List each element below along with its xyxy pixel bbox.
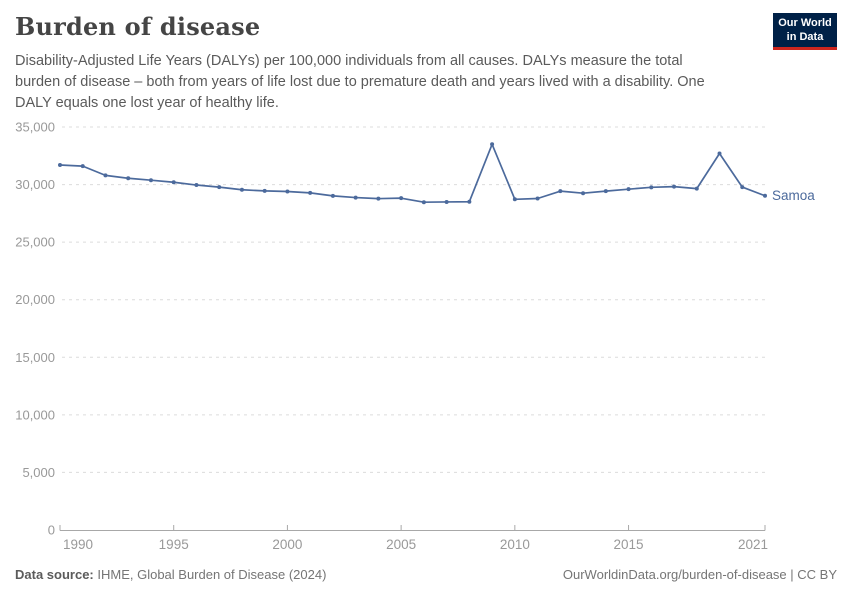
y-axis-label: 30,000 [15,177,55,192]
x-axis-label: 2015 [614,537,644,552]
x-axis-label: 1990 [63,537,93,552]
subtitle-line: burden of disease – both from years of l… [15,73,705,90]
data-source: Data source: IHME, Global Burden of Dise… [15,567,326,582]
footer-links: OurWorldinData.org/burden-of-disease | C… [563,567,837,582]
data-point[interactable] [58,162,62,167]
data-point[interactable] [581,191,586,196]
data-point[interactable] [490,142,495,147]
chart-footer: Data source: IHME, Global Burden of Dise… [15,567,837,582]
subtitle-line: Disability-Adjusted Life Years (DALYs) p… [15,53,683,69]
data-point[interactable] [399,196,404,201]
footer-separator: | [786,567,798,582]
data-point[interactable] [649,185,654,190]
y-axis-label: 20,000 [15,292,55,307]
data-point[interactable] [353,195,358,200]
x-axis-label: 2021 [738,537,768,552]
data-point[interactable] [217,185,222,190]
x-axis-label: 2000 [272,537,302,552]
data-source-value: IHME, Global Burden of Disease (2024) [93,567,327,582]
data-point[interactable] [308,190,313,195]
data-point[interactable] [330,193,335,198]
data-point[interactable] [694,186,699,191]
data-point[interactable] [376,196,381,201]
data-point[interactable] [512,197,517,202]
y-axis-label: 10,000 [15,407,55,422]
owid-logo[interactable]: Our World in Data [773,13,837,50]
data-point[interactable] [535,196,540,201]
x-axis-label: 2010 [500,537,530,552]
data-point[interactable] [285,189,290,194]
owid-logo-line1: Our World [778,17,832,29]
x-axis-label: 2005 [386,537,416,552]
data-point[interactable] [80,164,85,169]
chart-subtitle: Disability-Adjusted Life Years (DALYs) p… [15,51,755,114]
data-source-label: Data source: [15,567,94,582]
data-point[interactable] [558,189,563,194]
data-point[interactable] [194,183,199,188]
data-point[interactable] [421,200,426,205]
data-point[interactable] [626,187,631,192]
data-point[interactable] [239,187,244,192]
y-axis-label: 25,000 [15,235,55,250]
series-label-samoa[interactable]: Samoa [772,188,815,203]
data-point[interactable] [763,193,767,198]
y-axis-label: 15,000 [15,350,55,365]
data-point[interactable] [444,199,449,204]
data-point[interactable] [672,184,677,189]
footer-url[interactable]: OurWorldinData.org/burden-of-disease [562,567,787,582]
data-point[interactable] [603,189,608,194]
x-axis-label: 1995 [159,537,189,552]
page-title: Burden of disease [15,12,261,41]
data-point[interactable] [740,185,745,190]
data-point[interactable] [171,180,176,185]
y-axis-label: 5,000 [22,465,55,480]
data-point[interactable] [262,188,267,193]
subtitle-line: DALY equals one lost year of healthy lif… [15,94,279,111]
data-point[interactable] [126,176,131,181]
data-line-samoa[interactable] [59,143,766,204]
data-point[interactable] [717,151,722,156]
y-axis-label: 0 [48,523,55,538]
data-point[interactable] [467,199,472,204]
footer-license[interactable]: CC BY [797,567,837,582]
owid-logo-line2: in Data [786,30,824,43]
data-point[interactable] [103,173,108,178]
line-chart[interactable]: 0 5,000 10,000 15,000 20,000 25,000 30,000 35,0… [0,110,850,565]
y-axis-label: 35,000 [15,120,55,135]
data-point[interactable] [148,178,153,183]
